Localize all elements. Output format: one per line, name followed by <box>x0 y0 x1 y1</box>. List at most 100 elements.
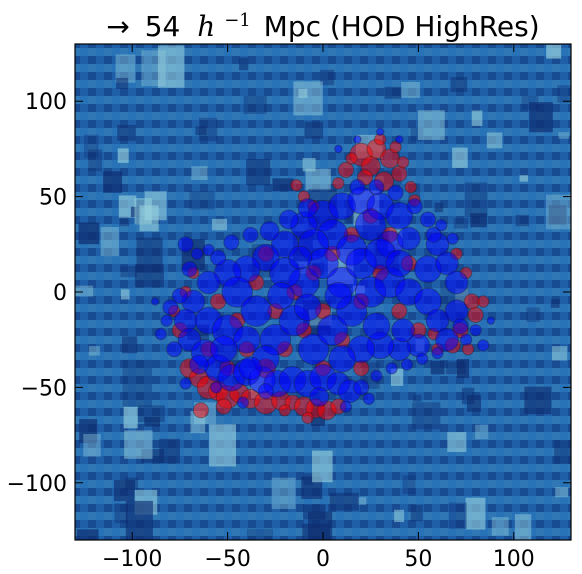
title-h-exponent: −1 <box>224 10 251 31</box>
data-point <box>190 247 204 261</box>
density-cell <box>471 110 483 126</box>
data-point <box>278 209 299 230</box>
density-cell <box>303 473 314 485</box>
density-cell <box>526 307 540 323</box>
title-h: h <box>197 10 215 43</box>
data-point <box>425 308 450 333</box>
density-cell <box>394 509 405 523</box>
data-point <box>171 287 188 304</box>
density-cell <box>384 86 402 99</box>
data-point <box>385 201 414 230</box>
data-point <box>469 324 482 337</box>
title-arrow: → <box>106 10 129 43</box>
series-blue <box>150 127 496 413</box>
y-tick-label: 0 <box>53 281 67 306</box>
density-cell <box>464 182 488 217</box>
density-cell <box>448 502 467 529</box>
data-point <box>385 362 398 375</box>
data-point <box>370 369 383 383</box>
density-cell <box>410 127 424 142</box>
density-cell <box>486 132 503 149</box>
data-point <box>435 327 459 352</box>
density-cell <box>103 171 123 193</box>
density-cell <box>461 387 475 405</box>
data-point <box>257 383 274 400</box>
title-rest: Mpc (HOD HighRes) <box>264 10 540 43</box>
data-point <box>446 232 459 245</box>
data-point <box>477 339 490 352</box>
density-cell <box>305 168 331 191</box>
y-tick-label: −100 <box>7 472 67 497</box>
chart-title: → 54 h −1 Mpc (HOD HighRes) <box>106 10 539 44</box>
density-cell <box>271 477 296 509</box>
data-point <box>349 179 366 196</box>
density-cell <box>124 430 153 459</box>
data-point <box>179 377 192 390</box>
density-cell <box>122 359 153 407</box>
density-cell <box>125 477 139 490</box>
density-cell <box>243 95 267 114</box>
density-cell <box>417 110 445 140</box>
title-number: 54 <box>145 10 181 43</box>
density-cell <box>125 500 153 540</box>
data-point <box>259 221 280 241</box>
data-point <box>215 398 232 415</box>
data-point <box>353 135 362 144</box>
density-cell <box>79 419 98 444</box>
data-point <box>459 333 473 346</box>
data-point <box>166 341 183 358</box>
data-point <box>238 356 263 381</box>
data-point <box>337 161 354 178</box>
density-cell <box>346 207 358 224</box>
data-point <box>391 318 416 343</box>
data-point <box>293 293 322 322</box>
data-point <box>209 335 238 364</box>
density-cell <box>83 433 101 457</box>
density-cell <box>401 81 421 98</box>
density-cell <box>198 117 218 142</box>
density-cell <box>551 346 568 361</box>
density-cell <box>157 45 185 88</box>
density-cell <box>211 218 228 231</box>
density-cell <box>550 299 560 308</box>
density-cell <box>272 178 294 192</box>
density-cell <box>120 265 137 278</box>
data-point <box>181 261 198 278</box>
data-point <box>324 281 353 310</box>
data-point <box>395 135 404 144</box>
data-point <box>444 270 469 295</box>
density-cell <box>115 54 136 83</box>
density-cell <box>548 205 567 225</box>
data-point <box>385 249 414 278</box>
data-point <box>435 219 448 232</box>
density-cell <box>465 497 486 530</box>
data-point <box>189 354 209 375</box>
x-tick-label: −50 <box>204 547 250 572</box>
data-point <box>288 245 313 270</box>
density-cell <box>529 102 553 133</box>
density-cell <box>293 81 323 116</box>
density-cell <box>450 77 468 92</box>
density-cell <box>320 69 335 86</box>
data-point <box>232 325 261 354</box>
density-cell <box>557 85 571 103</box>
density-cell <box>410 504 423 522</box>
data-point <box>242 226 259 243</box>
data-point <box>210 381 223 394</box>
density-cell <box>514 514 532 540</box>
density-cell <box>100 227 119 257</box>
density-cell <box>209 424 236 467</box>
data-point <box>192 402 209 419</box>
density-cell <box>136 237 163 273</box>
data-point <box>391 165 408 182</box>
density-cell <box>519 175 529 182</box>
density-cell <box>247 528 273 540</box>
x-tick-label: 0 <box>316 547 330 572</box>
data-point <box>223 234 240 251</box>
data-point <box>240 295 273 327</box>
data-point <box>406 198 423 215</box>
density-cell <box>558 132 570 139</box>
density-cell <box>466 395 482 412</box>
data-point <box>396 156 410 169</box>
